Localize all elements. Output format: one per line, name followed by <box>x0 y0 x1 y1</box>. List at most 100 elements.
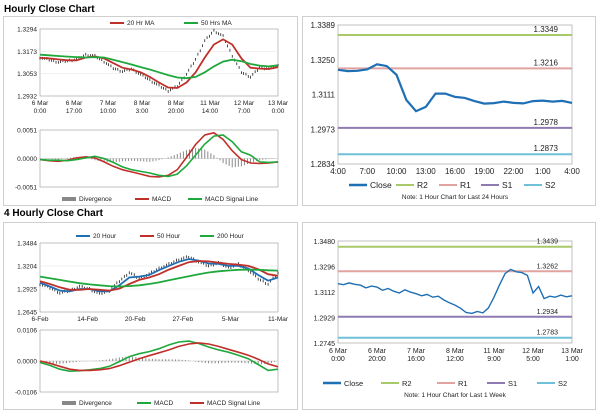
hourly_price-xtick-7-b: 0:00 <box>272 108 285 115</box>
hourly_price-xtick-5-b: 14:00 <box>202 108 219 115</box>
hourly_price-ytick-1: 1.3173 <box>17 49 37 56</box>
four_hourly_week-xtick-6-b: 1:00 <box>565 356 579 363</box>
hourly_24h-legend-s1-label: S1 <box>502 180 513 190</box>
four_hourly_price-xtick-5: 11-Mar <box>268 316 289 323</box>
four_hourly_week-level-label-r1: 1.3262 <box>537 263 559 270</box>
hourly_macd-line-macd <box>39 131 279 178</box>
four_hourly_price-xtick-3: 27-Feb <box>172 316 193 323</box>
four_hourly_price-xtick-1: 14-Feb <box>77 316 98 323</box>
hourly_price-xtick-2: 7 Mar <box>100 100 117 107</box>
hourly_price-xtick-7: 13 Mar <box>268 100 289 107</box>
hourly_price-xtick-1-b: 17:00 <box>66 108 83 115</box>
four_hourly_price-ytick-3: 1.2645 <box>17 310 37 317</box>
hourly_price-xtick-4: 8 Mar <box>168 100 185 107</box>
hourly_24h-ytick-4: 1.2834 <box>311 160 336 169</box>
hourly_24h-line-close <box>337 63 573 113</box>
four_hourly_week-level-label-s2: 1.2783 <box>537 330 559 337</box>
hourly-macd-chart: 0.0051 0.0000 -0.0051 Divergence MACD MACD Si… <box>15 128 279 203</box>
hourly_price-line-50-hrs-ma <box>39 53 279 80</box>
four-hourly-section-title: 4 Hourly Close Chart <box>4 208 103 219</box>
four_hourly_week-xtick-5-b: 5:00 <box>526 356 540 363</box>
four_hourly_price-line-200-hour <box>39 268 279 288</box>
hourly_24h-ytick-1: 1.3250 <box>311 56 336 65</box>
hourly_price-xtick-3: 8 Mar <box>134 100 151 107</box>
four_hourly_week-xtick-1-b: 20:00 <box>368 356 386 363</box>
hourly_24h-level-label-s1: 1.2978 <box>534 118 559 127</box>
hourly_24h-ytick-3: 1.2973 <box>311 125 336 134</box>
hourly_price-ytick-0: 1.3294 <box>17 27 37 34</box>
hourly_price-legend-20-hr-ma-label: 20 Hr MA <box>127 20 155 27</box>
hourly-right-frame <box>302 16 596 206</box>
four_hourly_price-xtick-0: 6-Feb <box>32 316 49 323</box>
four_hourly_week-legend-s1-label: S1 <box>508 379 517 388</box>
hourly_24h-ytick-2: 1.3111 <box>312 91 336 100</box>
four_hourly_price-legend-20-hour-label: 20 Hour <box>93 233 117 240</box>
four-hourly-left-frame <box>3 222 298 410</box>
hourly_price-legend-50-hrs-ma-label: 50 Hrs MA <box>201 20 232 27</box>
four_hourly_week-ytick-0: 1.3480 <box>314 239 336 246</box>
hourly_24h-legend-s2-label: S2 <box>545 180 556 190</box>
four_hourly_week-xtick-0-b: 0:00 <box>331 356 345 363</box>
four_hourly_week-ytick-3: 1.2929 <box>314 316 336 323</box>
four-hourly-macd-chart: 0.0106 0.0000 -0.0106 Divergence MACD MACD Si… <box>15 328 279 407</box>
hourly_24h-xtick-3: 13:00 <box>416 167 437 176</box>
hourly_24h-level-label-s2: 1.2873 <box>534 144 559 153</box>
four_hourly_macd-legend-divergence-swatch <box>62 401 76 405</box>
four_hourly_week-xtick-6: 13 Mar <box>561 348 583 355</box>
hourly_24h-xtick-0: 4:00 <box>330 167 346 176</box>
four_hourly_macd-ytick-2: -0.0106 <box>15 390 37 397</box>
hourly_24h-plot-area <box>337 24 573 165</box>
hourly_24h-note: Note: 1 Hour Chart for Last 24 Hours <box>402 194 509 201</box>
hourly_24h-legend-close-label: Close <box>370 180 392 190</box>
hourly_price-xtick-6-b: 7:00 <box>238 108 251 115</box>
four_hourly_price-line-20-hour <box>39 258 279 293</box>
four_hourly_week-xtick-3: 8 Mar <box>446 348 465 355</box>
four_hourly_macd-ytick-0: 0.0106 <box>17 328 37 335</box>
four-hourly-right-frame <box>302 222 596 410</box>
hourly_price-xtick-4-b: 20:00 <box>168 108 185 115</box>
four_hourly_price-xtick-4: 5-Mar <box>222 316 240 323</box>
hourly_24h-level-label-r2: 1.3349 <box>534 25 559 34</box>
hourly_24h-xtick-2: 10:00 <box>386 167 407 176</box>
four_hourly_price-ytick-0: 1.3484 <box>17 241 37 248</box>
hourly_price-xtick-5: 11 Mar <box>200 100 221 107</box>
hourly_price-xtick-0-b: 0:00 <box>34 108 47 115</box>
four_hourly_price-ytick-2: 1.2925 <box>17 287 37 294</box>
hourly_price-xtick-1: 6 Mar <box>66 100 83 107</box>
four_hourly_macd-legend-macd-label: MACD <box>154 400 173 407</box>
hourly_price-ytick-3: 1.2932 <box>17 94 37 101</box>
hourly_24h-legend-r2-label: R2 <box>417 180 428 190</box>
four_hourly_macd-line-macd-signal-line <box>39 342 279 372</box>
four_hourly_price-legend-200-hour-label: 200 Hour <box>217 233 245 240</box>
hourly_macd-legend-macd-label: MACD <box>152 196 171 203</box>
four_hourly_price-xtick-2: 20-Feb <box>125 316 146 323</box>
hourly_24h-ytick-0: 1.3389 <box>311 21 336 30</box>
four_hourly_week-ytick-4: 1.2745 <box>314 341 336 348</box>
hourly_macd-legend-divergence-swatch <box>62 197 76 201</box>
four_hourly_week-ytick-1: 1.3296 <box>314 265 336 272</box>
hourly_macd-ytick-0: 0.0051 <box>17 128 37 135</box>
four_hourly_price-legend-50-hour-label: 50 Hour <box>157 233 181 240</box>
four_hourly_week-note: Note: 1 Hour Chart for Last 1 Week <box>404 392 507 399</box>
four_hourly_week-legend-r1-label: R1 <box>458 379 468 388</box>
four_hourly_week-xtick-4: 11 Mar <box>483 348 505 355</box>
four_hourly_price-plot-area <box>39 242 279 313</box>
four_hourly_macd-legend-macd-signal-line-label: MACD Signal Line <box>207 400 260 407</box>
four_hourly_week-xtick-5: 12 Mar <box>522 348 544 355</box>
four_hourly_price-line-50-hour <box>39 260 279 292</box>
four_hourly_week-level-label-r2: 1.3439 <box>537 239 559 246</box>
hourly_price-xtick-2-b: 10:00 <box>100 108 117 115</box>
four_hourly_week-level-label-s1: 1.2934 <box>537 309 559 316</box>
four_hourly_week-line-close <box>337 268 573 315</box>
hourly-section-title: Hourly Close Chart <box>4 4 95 15</box>
hourly_macd-legend-divergence-label: Divergence <box>79 196 112 203</box>
hourly_24h-xtick-8: 4:00 <box>564 167 580 176</box>
four_hourly_price-ytick-1: 1.3204 <box>17 264 37 271</box>
four_hourly_week-legend-s2-label: S2 <box>558 379 567 388</box>
hourly_price-xtick-3-b: 3:00 <box>136 108 149 115</box>
four_hourly_macd-ytick-1: 0.0000 <box>17 359 37 366</box>
hourly_24h-level-label-r1: 1.3216 <box>534 58 559 67</box>
four_hourly_macd-line-macd <box>39 340 279 373</box>
